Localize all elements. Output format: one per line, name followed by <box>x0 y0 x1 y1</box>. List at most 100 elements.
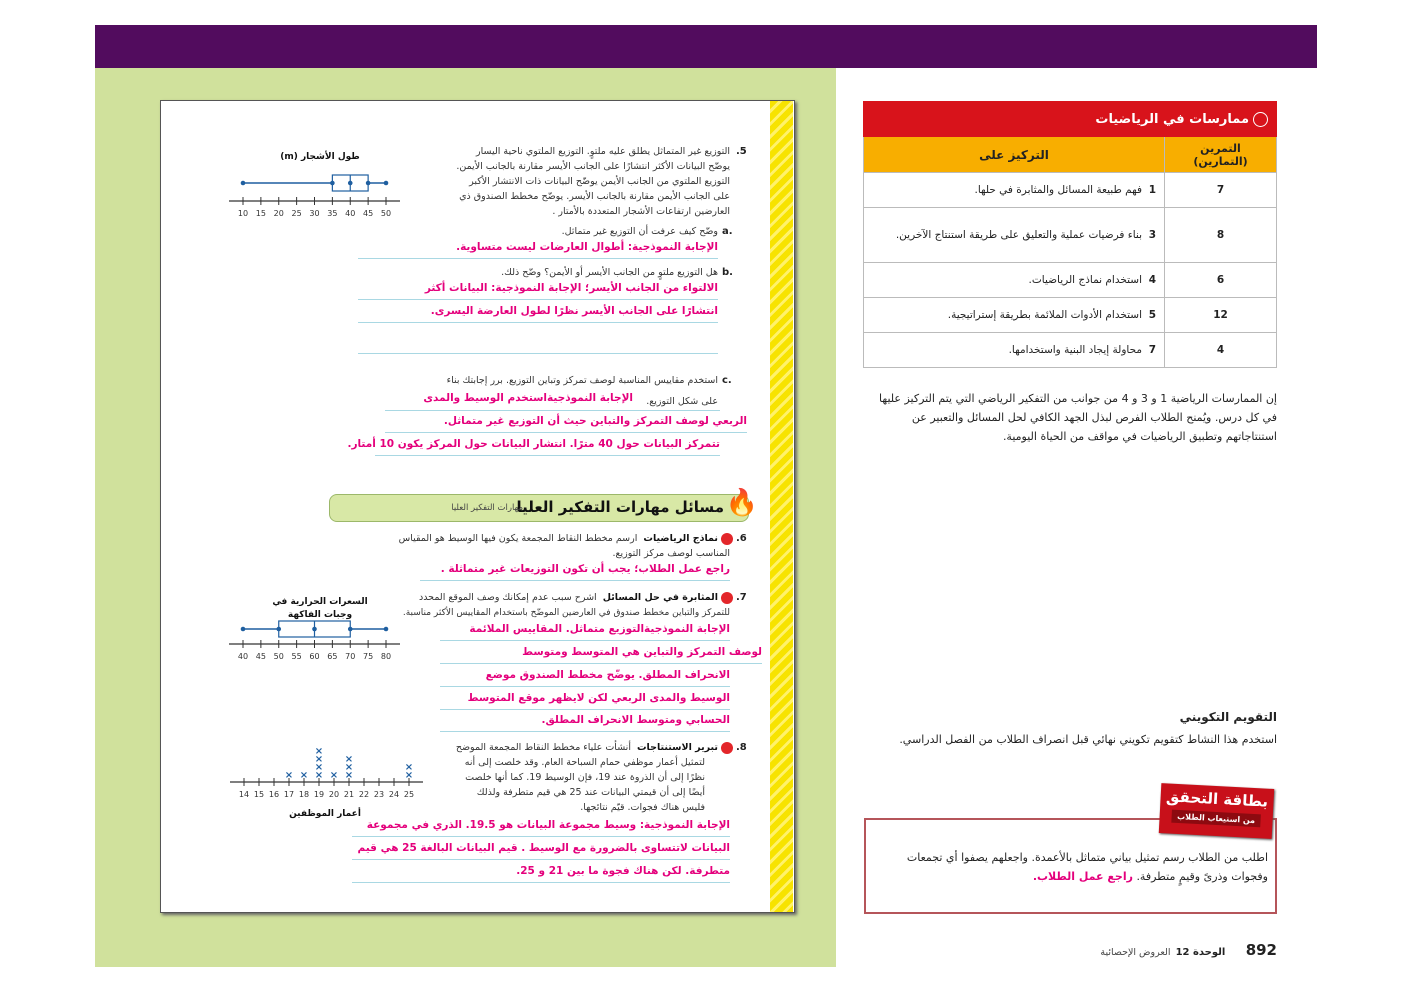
tick-label: 23 <box>374 790 384 799</box>
five-number-point <box>383 180 389 186</box>
tick-label: 15 <box>254 790 264 799</box>
tick-label: 16 <box>269 790 279 799</box>
tick-label: 45 <box>363 209 373 218</box>
tick-label: 65 <box>327 652 337 661</box>
q5-line: العارضين ارتفاعات الأشجار المتعددة بالأم… <box>552 206 730 217</box>
q5c-label: c. <box>722 375 732 386</box>
exit-ticket-text: اطلب من الطلاب رسم تمثيل بياني متماثل با… <box>906 851 1268 883</box>
tick-label: 25 <box>292 209 302 218</box>
q8-answer: متطرفة. لكن هناك فجوة ما بين 21 و 25. <box>352 864 730 883</box>
q8-number: .8 <box>736 742 747 753</box>
tick-label: 45 <box>256 652 266 661</box>
unit-number: الوحدة 12 <box>1175 947 1226 958</box>
q7-line: للتمركز والتباين مخطط صندوق في العارضين … <box>402 608 730 618</box>
hots-title: مسائل مهارات التفكير العليا <box>516 498 724 516</box>
q5b-label: b. <box>722 267 733 278</box>
q6-prompt: نماذج الرياضيات ارسم مخطط النقاط المجمعة… <box>350 532 733 546</box>
data-x-mark: × <box>315 746 323 757</box>
formative-text: استخدم هذا النشاط كتقويم تكويني نهائي قب… <box>899 733 1277 746</box>
data-x-mark: × <box>345 754 353 765</box>
table-row: 3 بناء فرضيات عملية والتعليق على طريقة ا… <box>863 207 1277 263</box>
q8-line: لتمثيل أعمار موظفي حمام السباحة العام. و… <box>464 757 705 768</box>
math-practices-table: ممارسات في الرياضيات التركيز على التمرين … <box>863 101 1277 368</box>
tick-label: 50 <box>274 652 284 661</box>
answer-line <box>385 410 720 411</box>
q7-answer: الانحراف المطلق. يوضّح مخطط الصندوق موضع <box>440 668 730 687</box>
q7-answer: الإجابة النموذجيةالتوزيع متماثل. المقايي… <box>440 622 730 641</box>
q5a-label: a. <box>722 226 733 237</box>
q5-line: التوزيع غير المتماثل يطلق عليه ملتوٍ. ال… <box>476 146 730 157</box>
top-banner <box>95 25 1317 68</box>
q7-prompt: المثابرة في حل المسائل اشرح سبب عدم إمكا… <box>400 591 733 605</box>
table-row: 1 فهم طبيعة المسائل والمثابرة في حلها. 7 <box>863 172 1277 208</box>
tick-label: 22 <box>359 790 369 799</box>
table-row: 7 محاولة إيجاد البنية واستخدامها. 4 <box>863 332 1277 368</box>
table-row: 4 استخدام نماذج الرياضيات. 6 <box>863 262 1277 298</box>
five-number-point <box>330 180 335 186</box>
data-x-mark: × <box>315 770 323 781</box>
q8-line: أيضًا إلى أن قيمتي البيانات عند 25 هي قي… <box>476 787 705 798</box>
table-row: 5 استخدام الأدوات الملائمة بطريقة إسترات… <box>863 297 1277 333</box>
tick-label: 19 <box>314 790 324 799</box>
five-number-point <box>365 180 371 186</box>
q5b-answer: الالتواء من الجانب الأيسر؛ الإجابة النمو… <box>358 281 718 300</box>
page-edge-strip <box>770 101 793 912</box>
data-x-mark: × <box>315 754 323 765</box>
plot-title: السعرات الحرارية في <box>272 597 367 607</box>
page-footer: 892 الوحدة 12 العروض الإحصائية <box>1000 940 1277 959</box>
tick-label: 70 <box>345 652 355 661</box>
hots-subtitle: مهارات التفكير العليا <box>451 503 523 513</box>
unit-title: العروض الإحصائية <box>1100 947 1171 958</box>
plot-title: أعمار الموظفين <box>289 807 361 819</box>
data-x-mark: × <box>285 770 293 781</box>
five-number-point <box>240 180 246 186</box>
five-number-point <box>276 626 282 632</box>
tick-label: 60 <box>309 652 319 661</box>
flame-icon: 🔥 <box>725 488 758 518</box>
fruit-calories-boxplot: السعرات الحرارية في وجبات الفاكهة 40 45 50 55… <box>229 597 400 661</box>
q6-answer: راجع عمل الطلاب؛ يجب أن تكون التوزيعات غ… <box>420 562 730 581</box>
tick-label: 50 <box>381 209 391 218</box>
tick-label: 30 <box>309 209 319 218</box>
tick-label: 14 <box>239 790 249 799</box>
tick-label: 40 <box>345 209 355 218</box>
q5-line: على الجانب الأيمن مقارنة بالجانب الأيسر.… <box>459 191 730 202</box>
q7-number: .7 <box>736 592 747 603</box>
q7-answer: الوسيط والمدى الربعي لكن لايظهر موقع الم… <box>440 691 730 710</box>
q5c-answer: الربعي لوصف التمركز والتباين حيث أن التو… <box>385 414 747 433</box>
q5a-answer: الإجابة النموذجية: أطوال العارضات ليست م… <box>358 240 718 259</box>
tick-label: 80 <box>381 652 391 661</box>
answer-line <box>358 353 718 354</box>
five-number-point <box>347 180 353 186</box>
exit-ticket-label: بطاقة التحقق من استيعاب الطلاب <box>1158 783 1275 839</box>
practice-badge-icon <box>721 591 733 604</box>
employee-ages-dotplot: 14 15 16 17 18 19 20 21 22 23 24 25× × ××××× ×××××أعما… <box>230 746 423 819</box>
tick-label: 17 <box>284 790 294 799</box>
data-x-mark: × <box>330 770 338 781</box>
data-x-mark: × <box>405 770 413 781</box>
tick-label: 25 <box>404 790 414 799</box>
tick-label: 15 <box>256 209 266 218</box>
five-number-point <box>240 626 246 632</box>
col-header-exercise: التمرين (التمارين) <box>1164 136 1277 173</box>
q8-answer: الإجابة النموذجية: وسيط مجموعة البيانات … <box>352 818 730 837</box>
q6-number: .6 <box>736 533 747 544</box>
tick-label: 20 <box>274 209 284 218</box>
q5a-text: وضّح كيف عرفت أن التوزيع غير متماثل. <box>561 226 718 237</box>
q5b-text: هل التوزيع ملتوٍ من الجانب الأيسر أو الأ… <box>501 267 718 278</box>
q5c-text: على شكل التوزيع. <box>646 396 718 407</box>
five-number-point <box>347 626 353 632</box>
q5c-answer: تتمركز البيانات حول 40 مترًا. انتشار الب… <box>347 437 720 456</box>
practices-icon <box>1253 111 1268 127</box>
table-title: ممارسات في الرياضيات <box>863 101 1277 137</box>
tick-label: 18 <box>299 790 309 799</box>
plot-title: وجبات الفاكهة <box>288 610 352 620</box>
q8-prompt: تبرير الاستنتاجات أنشأت علياء مخطط النقا… <box>420 741 733 755</box>
q7-answer: لوصف التمركز والتباين هي المتوسط ومتوسط <box>440 645 762 664</box>
plot-title: طول الأشجار (m) <box>280 150 360 162</box>
tick-label: 24 <box>389 790 399 799</box>
q8-line: فليس هناك فجوات. قيّم نتائجها. <box>580 802 705 813</box>
tick-label: 35 <box>327 209 337 218</box>
q5-line: التوزيع الملتوي من الجانب الأيمن يوضّح ا… <box>469 176 730 187</box>
tick-label: 21 <box>344 790 354 799</box>
